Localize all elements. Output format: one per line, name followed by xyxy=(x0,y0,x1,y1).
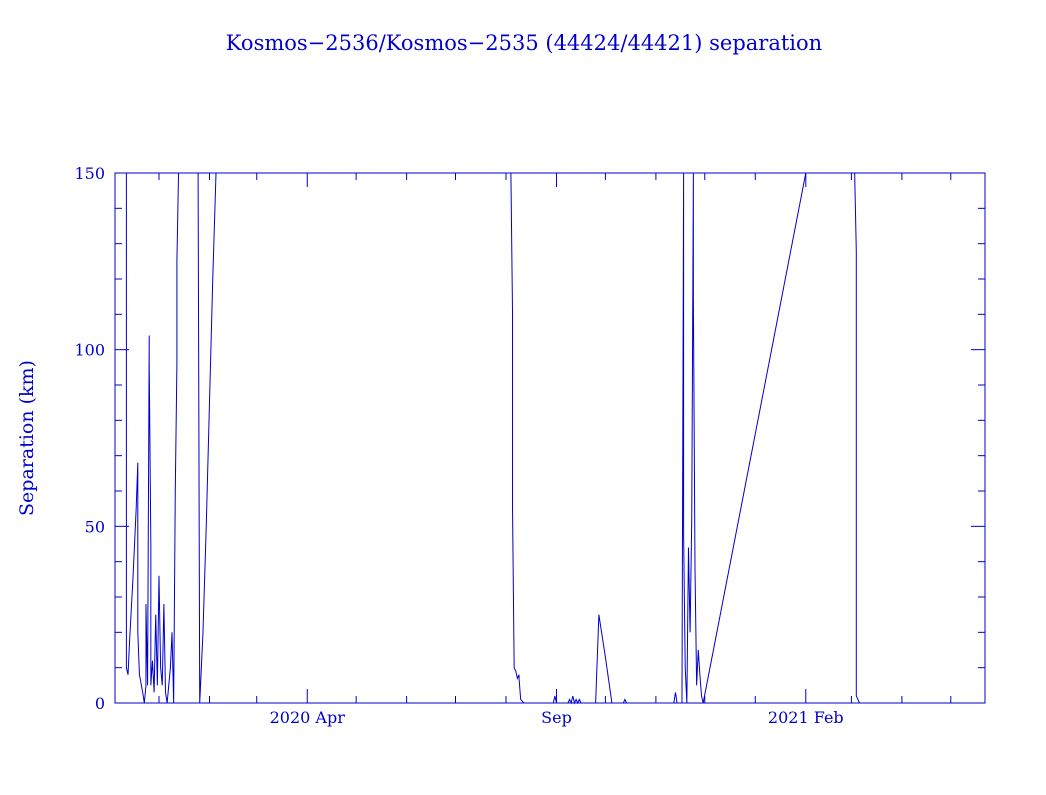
x-tick-label: 2020 Apr xyxy=(270,708,346,727)
chart-title: Kosmos−2536/Kosmos−2535 (44424/44421) se… xyxy=(226,31,822,55)
separation-series-line xyxy=(125,172,861,705)
y-tick-label: 50 xyxy=(85,517,105,536)
y-tick-label: 150 xyxy=(74,164,105,183)
ticks xyxy=(115,172,985,704)
plot-frame xyxy=(114,172,986,704)
x-tick-label: 2021 Feb xyxy=(768,708,844,727)
y-tick-label: 0 xyxy=(95,694,105,713)
series-layer xyxy=(125,172,861,705)
y-tick-label: 100 xyxy=(74,341,105,360)
y-axis-label: Separation (km) xyxy=(16,360,38,516)
x-tick-label: Sep xyxy=(541,708,572,727)
tick-labels: 0 50 100 150 2020 Apr Sep 2021 Feb xyxy=(74,164,843,727)
